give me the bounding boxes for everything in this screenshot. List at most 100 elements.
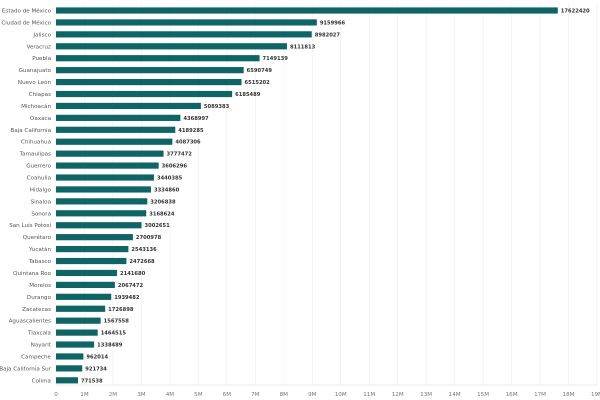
category-label: Guanajuato [19, 68, 52, 74]
category-label: Guerrero [26, 164, 51, 170]
data-label: 1939482 [114, 295, 140, 301]
bar [56, 138, 173, 145]
data-label: 1726898 [108, 307, 134, 313]
category-label: Puebla [32, 56, 51, 62]
data-label: 17622420 [561, 9, 590, 15]
bar [56, 78, 242, 86]
category-label: Veracruz [27, 44, 51, 50]
bar [56, 365, 83, 372]
data-label: 3606296 [162, 164, 188, 170]
data-label: 3334860 [154, 187, 180, 193]
bar [56, 102, 201, 110]
x-tick-label: 11M [363, 392, 375, 398]
category-label: San Luis Potosí [9, 222, 51, 229]
category-label: Yucatán [28, 246, 51, 253]
bar [56, 293, 112, 300]
bar [56, 150, 164, 157]
x-tick-label: 1M [80, 392, 89, 398]
category-label: Chihuahua [21, 140, 51, 146]
bar [56, 269, 117, 277]
category-label: Colima [32, 378, 51, 384]
data-label: 3777472 [167, 152, 193, 158]
data-label: 921734 [85, 366, 107, 372]
x-tick-label: 6M [223, 392, 232, 398]
data-label: 1567558 [104, 319, 130, 325]
x-tick-label: 12M [392, 392, 404, 398]
data-label: 2543136 [131, 247, 157, 253]
data-label: 8982027 [315, 32, 341, 38]
x-tick-label: 14M [449, 392, 461, 398]
bar [56, 7, 558, 14]
bar [56, 19, 317, 26]
bar [56, 31, 312, 38]
x-tick-label: 5M [194, 392, 203, 398]
category-label: Hidalgo [30, 187, 52, 193]
bar [56, 174, 154, 181]
category-label: Nuevo León [18, 79, 52, 86]
category-label: Ciudad de México [1, 19, 51, 26]
x-tick-label: 18M [563, 392, 575, 398]
data-label: 3168624 [149, 211, 175, 217]
bar [56, 377, 78, 384]
category-label: Morelos [29, 283, 51, 289]
x-tick-label: 4M [166, 392, 175, 398]
category-label: Baja California [10, 128, 51, 134]
x-tick-label: 0 [54, 392, 58, 398]
x-tick-label: 8M [280, 392, 289, 398]
data-label: 2067472 [118, 283, 144, 289]
bar [56, 257, 127, 265]
bar [56, 281, 115, 288]
category-label: Tabasco [28, 259, 52, 265]
x-tick-label: 19M [591, 392, 600, 398]
data-label: 4189285 [178, 128, 204, 134]
category-label: Quintana Roo [13, 271, 51, 277]
x-tick-label: 7M [251, 392, 260, 398]
bar [56, 234, 133, 241]
x-tick-label: 17M [534, 392, 546, 398]
category-label: Sonora [31, 211, 51, 217]
bar [56, 186, 151, 193]
data-label: 6185489 [235, 92, 261, 98]
bar [56, 329, 98, 336]
category-label: Baja California Sur [0, 366, 52, 372]
category-label: Sinaloa [31, 199, 51, 205]
category-label: Oaxaca [30, 116, 51, 122]
bar [56, 90, 233, 98]
category-label: Campeche [21, 354, 51, 360]
x-tick-label: 2M [109, 392, 118, 398]
x-tick-label: 9M [308, 392, 317, 398]
bar [56, 55, 260, 62]
category-label: Zacatecas [22, 307, 51, 313]
category-label: Chiapas [29, 92, 51, 98]
category-label: Tlaxcala [27, 331, 51, 337]
bar [56, 305, 106, 312]
data-label: 2141680 [120, 271, 146, 277]
data-label: 4087306 [175, 140, 201, 146]
category-label: Querétaro [23, 234, 52, 241]
data-label: 5089383 [204, 104, 230, 110]
bar [56, 114, 181, 121]
category-label: Durango [27, 295, 52, 301]
bar [56, 246, 129, 253]
data-label: 9159966 [320, 20, 346, 26]
bar [56, 210, 147, 217]
bar [56, 67, 244, 74]
data-label: 771538 [81, 378, 103, 384]
data-label: 6515202 [245, 80, 271, 86]
data-label: 8111813 [290, 44, 316, 50]
data-label: 4368997 [183, 116, 209, 122]
data-label: 3206838 [150, 199, 176, 205]
x-tick-label: 13M [420, 392, 432, 398]
x-tick-label: 3M [137, 392, 146, 398]
category-label: Aguascalientes [9, 319, 51, 325]
data-label: 3002651 [144, 223, 170, 229]
data-label: 7149139 [263, 56, 289, 62]
bar [56, 126, 176, 133]
bar [56, 222, 142, 229]
data-label: 3440385 [157, 176, 183, 182]
bar [56, 341, 95, 348]
category-label: Jalisco [32, 32, 51, 38]
category-label: Michoacán [21, 103, 51, 110]
bar [56, 198, 148, 205]
data-label: 2700978 [136, 235, 162, 241]
